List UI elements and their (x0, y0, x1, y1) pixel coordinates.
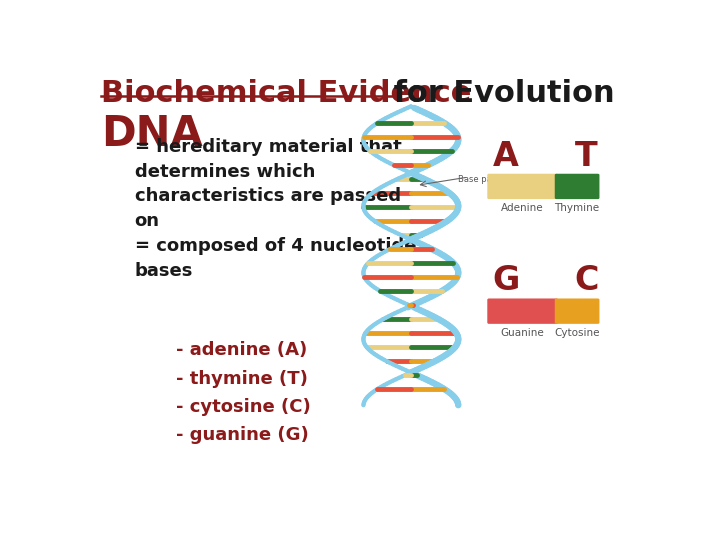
Text: - adenine (A): - adenine (A) (176, 341, 307, 359)
Text: on: on (135, 212, 160, 231)
Text: Cytosine: Cytosine (554, 328, 600, 338)
Text: Thymine: Thymine (554, 203, 600, 213)
Text: Adenine: Adenine (501, 203, 544, 213)
Text: G: G (492, 265, 519, 298)
Text: bases: bases (135, 262, 193, 280)
Text: for Evolution: for Evolution (383, 79, 615, 109)
Text: = hereditary material that: = hereditary material that (135, 138, 401, 156)
Text: Base pairs: Base pairs (459, 175, 503, 184)
FancyBboxPatch shape (487, 299, 558, 324)
Text: A: A (492, 140, 518, 173)
Text: determines which: determines which (135, 163, 315, 180)
Text: characteristics are passed: characteristics are passed (135, 187, 401, 205)
Text: - cytosine (C): - cytosine (C) (176, 398, 311, 416)
Text: - thymine (T): - thymine (T) (176, 369, 308, 388)
Text: C: C (575, 265, 599, 298)
Text: Biochemical Evidence: Biochemical Evidence (101, 79, 472, 109)
Text: T: T (575, 140, 598, 173)
FancyBboxPatch shape (554, 174, 600, 199)
FancyBboxPatch shape (487, 174, 558, 199)
FancyBboxPatch shape (554, 299, 600, 324)
Text: Guanine: Guanine (501, 328, 544, 338)
Text: = composed of 4 nucleotide: = composed of 4 nucleotide (135, 238, 416, 255)
Text: - guanine (G): - guanine (G) (176, 426, 310, 444)
Text: DNA: DNA (101, 113, 203, 154)
